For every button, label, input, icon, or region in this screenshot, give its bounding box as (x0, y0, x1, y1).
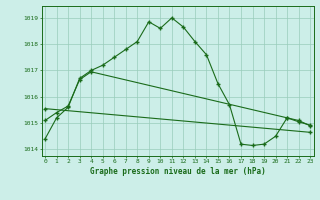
X-axis label: Graphe pression niveau de la mer (hPa): Graphe pression niveau de la mer (hPa) (90, 167, 266, 176)
